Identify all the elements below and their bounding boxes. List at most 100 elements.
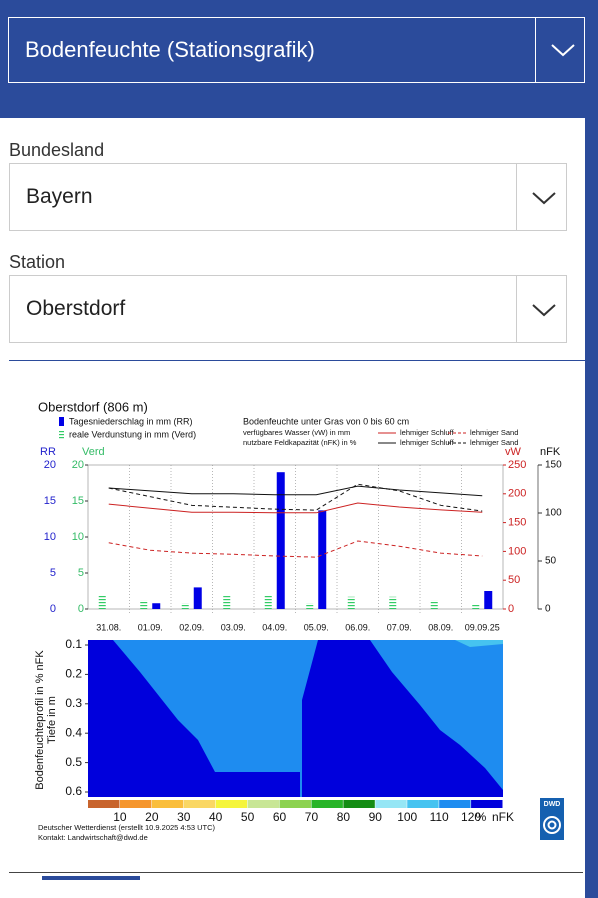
y-tick-label: 5 bbox=[78, 567, 84, 579]
profile-tick-label: 0.5 bbox=[65, 755, 82, 769]
field-label: Bundesland bbox=[9, 140, 105, 160]
colorbar-cell bbox=[88, 800, 120, 808]
colorbar-label: 80 bbox=[337, 810, 351, 824]
profile-tick-label: 0.2 bbox=[65, 667, 82, 681]
profile-tick-label: 0.4 bbox=[65, 725, 82, 739]
legend-swatch bbox=[59, 417, 64, 426]
y3-tick-label: 100 bbox=[545, 508, 562, 519]
separator bbox=[516, 276, 517, 342]
station-select[interactable]: Oberstdorf bbox=[9, 275, 567, 343]
chevron bbox=[551, 44, 575, 57]
bar bbox=[152, 603, 161, 609]
contact: Kontakt: Landwirtschaft@dwd.de bbox=[38, 833, 148, 842]
y2-tick-label: 150 bbox=[508, 517, 526, 529]
x-tick-label: 04.09. bbox=[262, 622, 287, 632]
colorbar-label: 50 bbox=[241, 810, 255, 824]
x-tick-label: 06.09. bbox=[345, 622, 370, 632]
y3-tick-label: 50 bbox=[545, 556, 557, 567]
axis-title: vW bbox=[505, 446, 522, 458]
colorbar-label: 90 bbox=[369, 810, 383, 824]
colorbar-cell bbox=[311, 800, 343, 808]
y-tick-label: 10 bbox=[72, 531, 84, 543]
bar bbox=[98, 594, 106, 609]
axis-title: nFK bbox=[540, 446, 561, 458]
y2-tick-label: 200 bbox=[508, 488, 526, 500]
bar bbox=[140, 600, 148, 609]
colorbar-cell bbox=[151, 800, 184, 808]
legend-label: lehmiger Sand bbox=[470, 428, 518, 437]
line bbox=[108, 540, 483, 558]
colorbar-cell bbox=[247, 800, 280, 808]
bar bbox=[347, 596, 355, 609]
separator bbox=[535, 18, 536, 82]
chevron bbox=[532, 192, 556, 205]
bar bbox=[276, 472, 285, 609]
profile-tick-label: 0.3 bbox=[65, 696, 82, 710]
y-tick-label: 20 bbox=[72, 459, 84, 471]
select-text: Bayern bbox=[26, 185, 93, 208]
legend-label: lehmiger Schluff bbox=[400, 438, 455, 447]
colorbar-unit: % bbox=[476, 810, 487, 824]
colorbar-label: 20 bbox=[145, 810, 159, 824]
x-tick-label: 05.09. bbox=[304, 622, 329, 632]
legend-label: lehmiger Sand bbox=[470, 438, 518, 447]
profile-tick-label: 0.1 bbox=[65, 637, 82, 651]
legend-swatch bbox=[59, 431, 64, 440]
bundesland-select[interactable]: Bayern bbox=[9, 163, 567, 231]
bar bbox=[181, 603, 189, 609]
colorbar-label: 110 bbox=[430, 810, 449, 824]
profile-area bbox=[455, 640, 503, 647]
separator bbox=[516, 164, 517, 230]
profile-area bbox=[88, 640, 300, 797]
chart-title: Oberstdorf (806 m) bbox=[38, 399, 148, 414]
y-tick-label: 20 bbox=[44, 459, 56, 471]
divider bbox=[9, 872, 583, 873]
view-select-text: Bodenfeuchte (Stationsgrafik) bbox=[25, 37, 315, 62]
colorbar-cell bbox=[407, 800, 439, 808]
y3-tick-label: 150 bbox=[545, 460, 562, 471]
y2-tick-label: 100 bbox=[508, 545, 526, 557]
x-tick-label: 07.09. bbox=[387, 622, 412, 632]
colorbar-cell bbox=[215, 800, 248, 808]
legend-label: lehmiger Schluff bbox=[400, 428, 455, 437]
chart: Oberstdorf (806 m) Tagesniederschlag in … bbox=[34, 399, 564, 842]
y-tick-label: 5 bbox=[50, 567, 56, 579]
line bbox=[108, 485, 483, 497]
colorbar-cell bbox=[471, 800, 503, 808]
bar bbox=[318, 510, 327, 609]
axis-title: Bodenfeuchteprofil in % nFK bbox=[34, 650, 46, 790]
colorbar-label: 40 bbox=[209, 810, 223, 824]
y-tick-label: 0 bbox=[50, 603, 56, 615]
colorbar-label: 60 bbox=[273, 810, 287, 824]
colorbar-label: 100 bbox=[397, 810, 417, 824]
logo-icon bbox=[547, 820, 557, 830]
x-tick-label: 31.08. bbox=[96, 622, 121, 632]
logo-text: DWD bbox=[544, 801, 561, 808]
bar bbox=[193, 587, 202, 609]
colorbar-cell bbox=[119, 800, 152, 808]
bar bbox=[430, 600, 438, 609]
axis-title: RR bbox=[40, 446, 56, 458]
legend-label: reale Verdunstung in mm (Verd) bbox=[69, 429, 196, 439]
view-select[interactable]: Bodenfeuchte (Stationsgrafik) bbox=[8, 17, 585, 83]
y-tick-label: 15 bbox=[72, 495, 84, 507]
x-tick-label: 01.09. bbox=[138, 622, 163, 632]
bar bbox=[223, 596, 231, 609]
y2-tick-label: 50 bbox=[508, 574, 520, 586]
legend-label: Tagesniederschlag in mm (RR) bbox=[69, 416, 193, 426]
colorbar-label: 30 bbox=[177, 810, 191, 824]
colorbar-cell bbox=[279, 800, 311, 808]
y-tick-label: 10 bbox=[44, 531, 56, 543]
colorbar-cell bbox=[439, 800, 471, 808]
y2-tick-label: 250 bbox=[508, 459, 526, 471]
bar bbox=[264, 594, 272, 609]
axis-title: Tiefe in m bbox=[46, 696, 58, 744]
bar bbox=[389, 596, 397, 609]
colorbar-label: 70 bbox=[305, 810, 319, 824]
y3-tick-label: 0 bbox=[545, 604, 551, 615]
colorbar-cell bbox=[183, 800, 216, 808]
colorbar-cell bbox=[375, 800, 407, 808]
x-tick-label: 08.09. bbox=[428, 622, 453, 632]
x-tick-label: 02.09. bbox=[179, 622, 204, 632]
